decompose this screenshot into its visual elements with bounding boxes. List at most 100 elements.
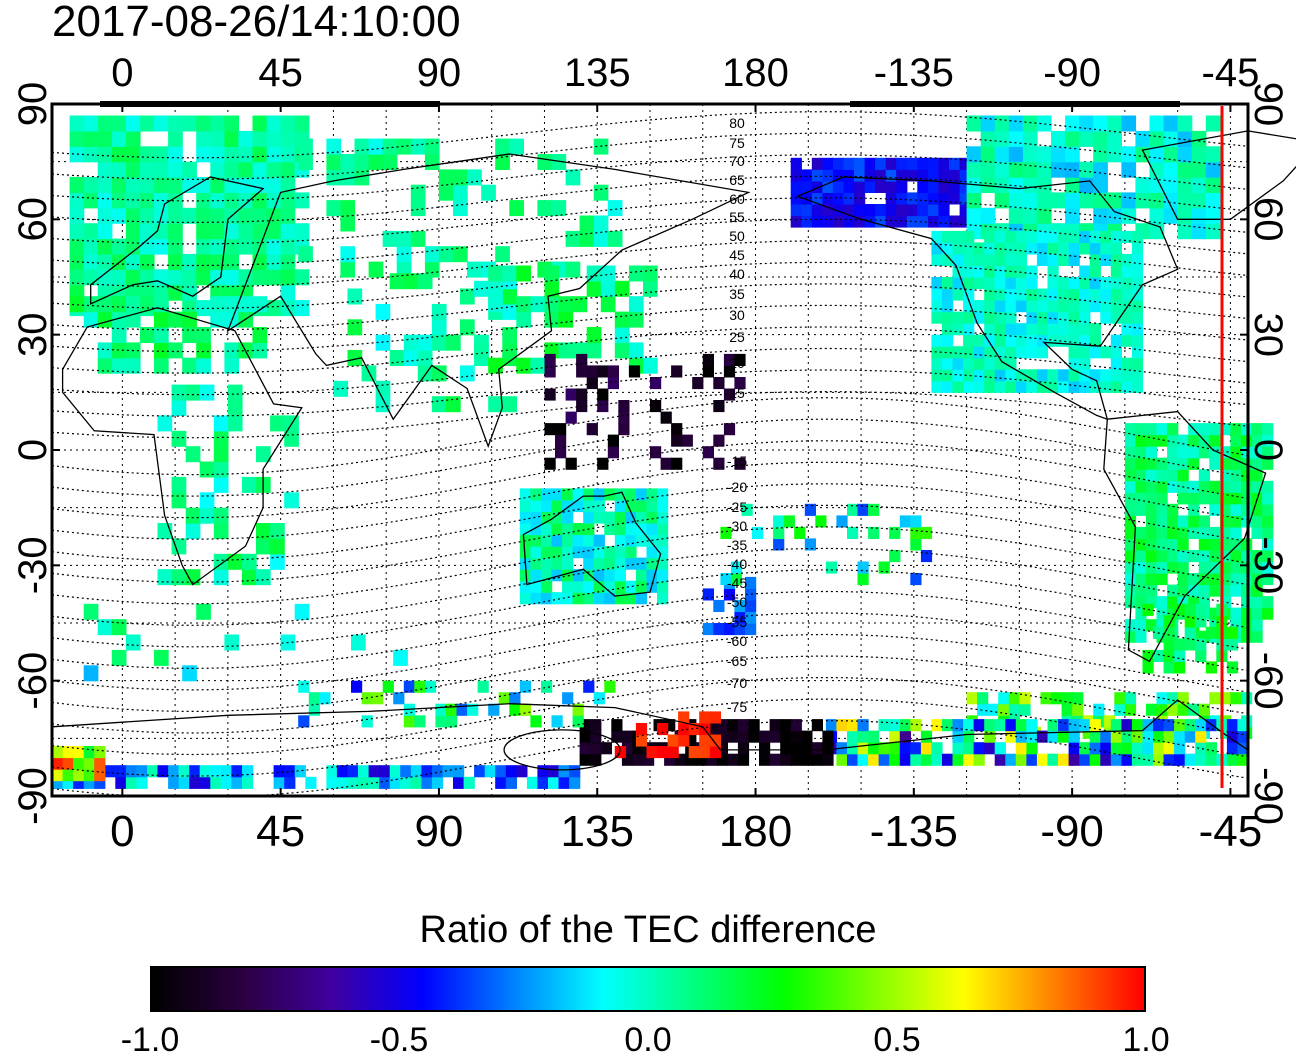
tec-cell	[579, 719, 591, 732]
tec-cell	[1191, 146, 1207, 163]
tec-cell	[1188, 526, 1200, 539]
tec-cell	[210, 146, 225, 163]
tec-cell	[843, 215, 855, 228]
tec-cell	[1209, 526, 1221, 539]
tec-cell	[1131, 753, 1144, 766]
tec-cell	[938, 169, 950, 182]
tec-cell	[1135, 526, 1147, 539]
tec-cell	[139, 238, 155, 255]
tec-cell	[69, 115, 85, 132]
tec-cell	[1163, 719, 1175, 732]
tec-cell	[154, 327, 169, 343]
tec-cell	[1047, 277, 1059, 290]
tec-cell	[611, 719, 623, 732]
tec-cell	[111, 619, 127, 636]
tec-cell	[1146, 423, 1158, 436]
tec-cell	[1262, 423, 1274, 436]
tec-cell	[266, 146, 282, 163]
tec-cell	[396, 246, 412, 263]
tec-cell	[625, 580, 637, 593]
tec-cell	[1121, 323, 1133, 336]
tec-cell	[685, 730, 697, 743]
tec-cell	[927, 157, 940, 170]
coast-greenland	[1141, 130, 1296, 220]
tec-cell	[614, 546, 626, 559]
tec-cell	[625, 546, 637, 559]
tec-cell	[963, 346, 975, 359]
tec-cell	[530, 592, 542, 605]
tec-cell	[1036, 161, 1052, 178]
tec-cell	[530, 569, 542, 582]
coast-africa	[61, 307, 303, 586]
tec-cell	[671, 457, 683, 470]
tec-cell	[1008, 130, 1024, 147]
contour-label: 60	[729, 191, 745, 207]
coast-europe	[90, 176, 265, 305]
tec-cell	[213, 507, 229, 524]
tec-cell	[843, 204, 855, 217]
tec-cell	[1177, 207, 1193, 224]
tec-cell	[1205, 753, 1217, 766]
tec-cell	[966, 115, 982, 132]
tec-cell	[910, 753, 922, 766]
tec-cell	[984, 323, 996, 336]
tec-cell	[875, 180, 887, 193]
tec-cell	[790, 180, 802, 193]
tec-cell	[597, 457, 609, 470]
tec-cell	[298, 246, 313, 263]
tec-cell	[1114, 692, 1126, 705]
tec-cell	[185, 446, 201, 463]
tec-cell	[238, 238, 254, 255]
tec-cell	[1079, 265, 1091, 278]
tec-cell	[171, 476, 187, 493]
tec-cell	[1146, 480, 1158, 493]
tec-cell	[509, 703, 521, 716]
tec-cell	[1015, 334, 1027, 347]
tec-cell	[878, 753, 890, 766]
tec-cell	[280, 115, 296, 132]
tec-cell	[242, 476, 257, 493]
tec-cell	[1047, 265, 1059, 278]
tec-cell	[583, 511, 595, 524]
tec-cell	[1093, 130, 1108, 147]
tec-cell	[1068, 369, 1080, 382]
tec-cell	[628, 365, 641, 378]
tec-cell	[1036, 177, 1052, 193]
tec-cell	[994, 300, 1006, 313]
tec-cell	[1089, 742, 1101, 755]
tec-cell	[942, 311, 954, 324]
tec-cell	[1079, 177, 1094, 193]
tec-cell	[720, 526, 732, 539]
tec-cell	[984, 357, 996, 370]
tec-cell	[417, 334, 433, 351]
tec-cell	[963, 300, 975, 313]
tec-cell	[368, 765, 380, 778]
tec-cell	[52, 776, 64, 789]
tec-cell	[541, 557, 553, 570]
tec-cell	[1163, 130, 1179, 147]
lon-label-top: -135	[874, 51, 954, 95]
tec-cell	[544, 457, 556, 470]
tec-cell	[213, 523, 229, 539]
tec-cell	[952, 730, 964, 743]
tec-cell	[168, 284, 183, 301]
tec-cell	[168, 207, 183, 224]
tec-data-patches	[52, 115, 1274, 789]
tec-cell	[453, 776, 465, 789]
tec-cell	[1174, 661, 1186, 674]
tec-cell	[906, 157, 918, 170]
tec-cell	[994, 265, 1006, 278]
tec-cell	[635, 723, 648, 736]
tec-cell	[565, 388, 577, 401]
tec-cell	[586, 365, 598, 378]
tec-cell	[1026, 230, 1038, 243]
tec-cell	[614, 592, 626, 605]
tec-cell	[336, 776, 349, 789]
tec-cell	[579, 215, 595, 232]
tec-cell	[973, 742, 985, 755]
tec-cell	[1022, 146, 1038, 163]
tec-cell	[864, 180, 876, 193]
tec-cell	[1209, 584, 1221, 597]
tec-cell	[569, 765, 581, 778]
tec-cell	[224, 238, 240, 255]
